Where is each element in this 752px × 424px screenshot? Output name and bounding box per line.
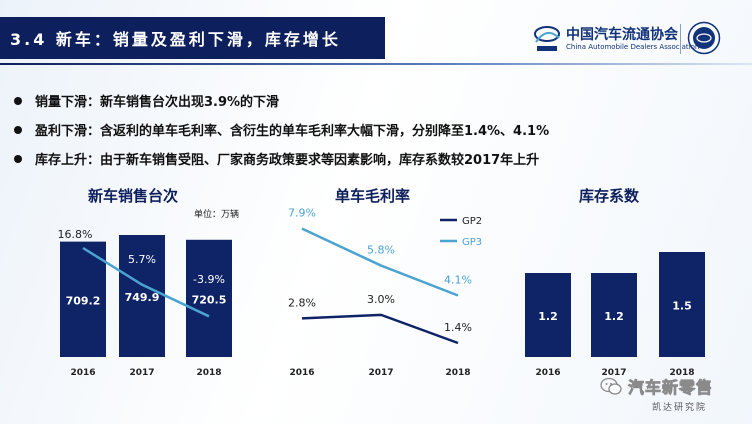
growth-data-label: -3.9% — [193, 273, 225, 286]
margin-data-label: 3.0% — [367, 293, 395, 306]
legend-label: GP3 — [462, 237, 482, 248]
sales-x-tick: 2018 — [196, 368, 221, 378]
growth-line — [82, 246, 210, 318]
sales-bar — [119, 235, 165, 357]
sales-unit-label: 单位：万辆 — [194, 210, 240, 220]
inventory-bar — [525, 273, 571, 357]
sales-x-tick: 2017 — [129, 368, 154, 378]
bullet-text: 盈利下滑：含返利的单车毛利率、含衍生的单车毛利率大幅下滑，分别降至1.4%、4.… — [35, 124, 550, 139]
header-divider — [0, 63, 752, 65]
sales-bar — [60, 241, 106, 357]
inventory-chart-title: 库存系数 — [579, 187, 640, 205]
bullet-dot-icon — [14, 125, 22, 134]
wechat-watermark: 汽车新零售 凯达研究院 — [600, 372, 750, 422]
inventory-x-tick: 2018 — [669, 368, 694, 378]
seal-icon — [687, 21, 721, 55]
margin-data-label: 2.8% — [288, 296, 316, 309]
inventory-x-tick: 2017 — [601, 368, 626, 378]
logo-english-name: China Automobile Dealers Association — [566, 43, 700, 51]
legend-label: GP2 — [462, 216, 482, 227]
bullet-item: 盈利下滑：含返利的单车毛利率、含衍生的单车毛利率大幅下滑，分别降至1.4%、4.… — [14, 115, 744, 144]
margin-series-line — [301, 313, 459, 345]
margin-data-label: 4.1% — [444, 273, 472, 286]
margin-x-tick: 2018 — [445, 368, 470, 378]
association-logo: 中国汽车流通协会 China Automobile Dealers Associ… — [532, 20, 747, 58]
margin-x-tick: 2017 — [368, 368, 393, 378]
bullet-dot-icon — [14, 154, 22, 163]
bullet-list: 销量下滑：新车销售台次出现3.9%的下滑 盈利下滑：含返利的单车毛利率、含衍生的… — [14, 86, 744, 173]
sales-x-tick: 2016 — [70, 368, 95, 378]
watermark-title: 汽车新零售 — [628, 378, 714, 398]
cada-emblem-icon — [534, 26, 560, 51]
bullet-item: 销量下滑：新车销售台次出现3.9%的下滑 — [14, 86, 744, 115]
bullet-text: 销量下滑：新车销售台次出现3.9%的下滑 — [35, 95, 280, 110]
margin-data-label: 7.9% — [288, 207, 316, 220]
bullet-dot-icon — [14, 96, 22, 105]
inventory-bar-label: 1.2 — [604, 310, 624, 323]
sales-chart-title: 新车销售台次 — [88, 187, 179, 205]
margin-data-label: 1.4% — [444, 321, 472, 334]
margin-chart-title: 单车毛利率 — [335, 187, 411, 205]
sales-bar-label: 720.5 — [192, 293, 227, 306]
watermark-subtitle: 凯达研究院 — [652, 403, 708, 413]
inventory-bar-label: 1.5 — [672, 300, 692, 313]
sales-bar-label: 709.2 — [66, 294, 101, 307]
bullet-item: 库存上升：由于新车销售受阻、厂家商务政策要求等因素影响，库存系数较2017年上升 — [14, 144, 744, 173]
sales-bar-label: 749.9 — [125, 291, 160, 304]
inventory-bar — [659, 252, 705, 357]
inventory-bar — [591, 273, 637, 357]
growth-data-label: 16.8% — [58, 228, 93, 241]
sales-bar — [186, 239, 232, 357]
inventory-bar-label: 1.2 — [538, 310, 558, 323]
wechat-icon — [600, 377, 622, 395]
margin-series-line — [301, 227, 459, 297]
logo-chinese-name: 中国汽车流通协会 — [566, 27, 678, 43]
margin-x-tick: 2016 — [289, 368, 314, 378]
logo-divider — [680, 24, 681, 54]
growth-data-label: 5.7% — [128, 253, 156, 266]
slide-title: 3.4 新车：销量及盈利下滑，库存增长 — [0, 17, 385, 59]
inventory-x-tick: 2016 — [535, 368, 560, 378]
margin-data-label: 5.8% — [367, 244, 395, 257]
bullet-text: 库存上升：由于新车销售受阻、厂家商务政策要求等因素影响，库存系数较2017年上升 — [35, 153, 540, 168]
